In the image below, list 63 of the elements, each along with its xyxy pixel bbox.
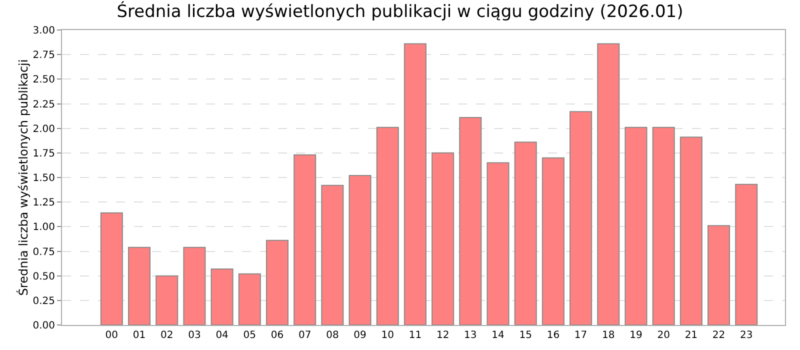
bar <box>404 43 426 325</box>
bar <box>432 152 454 325</box>
bar <box>514 142 537 325</box>
x-tick-label: 19 <box>630 330 642 341</box>
x-tick-label: 12 <box>436 330 450 341</box>
bar <box>570 111 592 325</box>
y-tick-label: 2.00 <box>32 124 55 135</box>
chart-title: Średnia liczba wyświetlonych publikacji w ciągu godziny (2026.01) <box>116 1 684 22</box>
x-tick-label: 02 <box>160 330 174 341</box>
y-tick-label: 2.25 <box>32 99 55 110</box>
bar <box>128 246 151 325</box>
x-tick-label: 14 <box>492 330 504 341</box>
bar <box>100 212 123 325</box>
bar <box>266 240 289 325</box>
x-tick-label: 07 <box>298 330 312 341</box>
x-tick-label: 04 <box>216 330 228 341</box>
y-tick-label: 3.00 <box>32 26 55 36</box>
y-tick-label: 2.50 <box>32 74 55 86</box>
bar <box>680 136 702 325</box>
bar <box>624 126 648 325</box>
y-axis-title: Średnia liczba wyświetlonych publikacji <box>16 59 31 296</box>
y-tick-label: 0.00 <box>32 320 55 332</box>
y-tick-label: 1.75 <box>32 148 55 160</box>
bar <box>156 275 178 325</box>
x-tick-label: 05 <box>243 330 256 341</box>
x-tick-label: 08 <box>326 330 339 341</box>
bar <box>708 225 730 325</box>
x-tick-label: 21 <box>684 330 698 341</box>
x-tick-label: 20 <box>657 330 670 341</box>
bar <box>459 117 482 325</box>
bar <box>348 175 372 325</box>
bar <box>542 157 564 325</box>
x-tick-label: 06 <box>270 330 284 341</box>
x-tick-label: 10 <box>381 330 394 341</box>
x-tick-label: 15 <box>519 330 532 341</box>
bar <box>321 184 344 325</box>
x-tick-label: 22 <box>712 330 726 341</box>
x-tick-label: 17 <box>574 330 588 341</box>
bar <box>210 268 234 325</box>
y-tick-label: 2.75 <box>32 50 55 62</box>
bar <box>652 126 675 325</box>
x-tick-label: 13 <box>464 330 477 341</box>
y-tick-label: 0.50 <box>32 271 55 282</box>
x-tick-label: 03 <box>188 330 201 341</box>
y-tick-label: 0.25 <box>32 296 55 307</box>
y-tick-label: 1.50 <box>32 173 55 184</box>
y-tick-label: 0.75 <box>32 246 55 258</box>
x-tick-label: 01 <box>132 330 146 341</box>
x-tick-label: 18 <box>602 330 615 341</box>
bar <box>183 246 206 325</box>
x-tick-label: 23 <box>740 330 753 341</box>
bar <box>238 273 261 325</box>
bar <box>735 184 758 325</box>
y-tick-label: 1.00 <box>32 222 55 234</box>
x-tick-label: 16 <box>546 330 560 341</box>
x-tick-label: 09 <box>354 330 366 341</box>
bar <box>486 162 510 325</box>
x-tick-label: 00 <box>105 330 118 341</box>
bar <box>597 43 620 325</box>
bar <box>376 126 399 325</box>
x-tick-label: 11 <box>408 330 422 341</box>
bar <box>294 154 316 325</box>
y-tick-label: 1.25 <box>32 198 55 209</box>
